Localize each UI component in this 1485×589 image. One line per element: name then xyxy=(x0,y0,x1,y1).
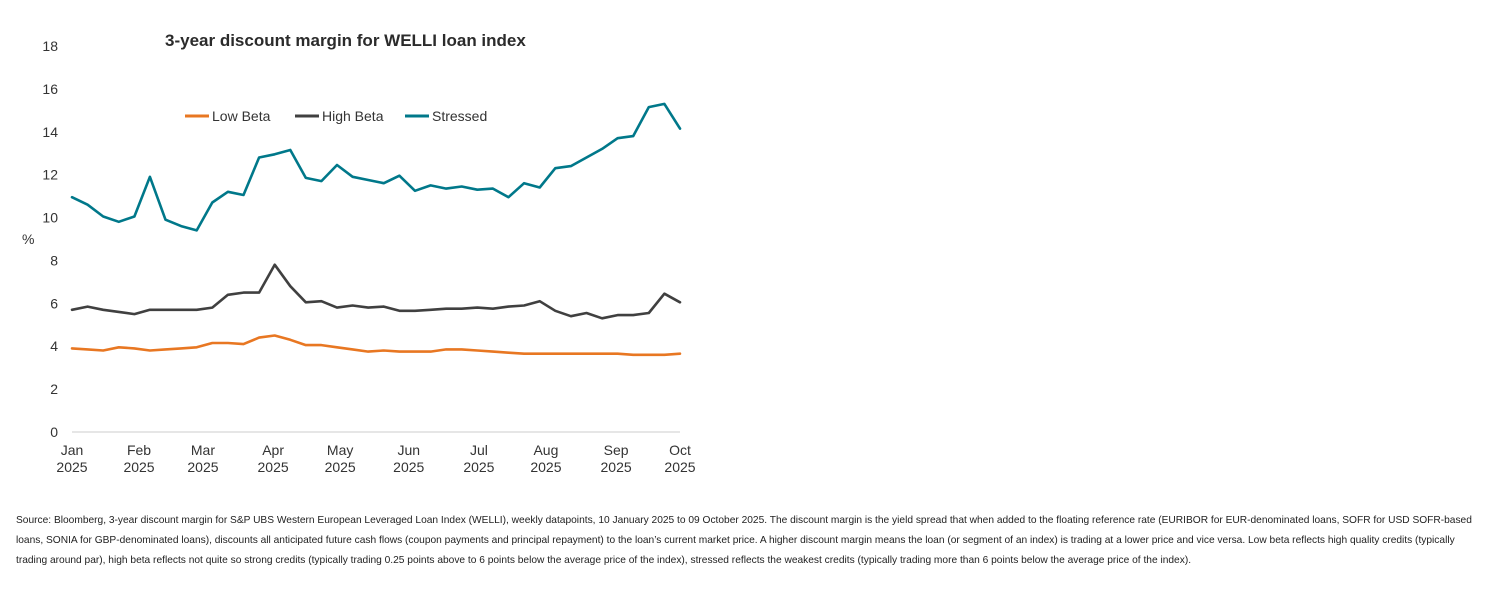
x-tick-year: 2025 xyxy=(56,459,87,475)
y-tick-label: 14 xyxy=(42,124,58,140)
x-tick-month: May xyxy=(327,442,353,458)
series-line-high-beta xyxy=(70,263,682,320)
y-tick-label: 12 xyxy=(42,167,58,183)
y-tick-label: 4 xyxy=(50,338,58,354)
y-axis-ticks: 0 2 4 6 8 10 12 14 16 18 xyxy=(42,38,58,440)
x-tick-year: 2025 xyxy=(601,459,632,475)
x-tick-year: 2025 xyxy=(325,459,356,475)
x-tick-year: 2025 xyxy=(258,459,289,475)
series-lines xyxy=(70,102,682,357)
x-tick-month: Sep xyxy=(604,442,629,458)
y-tick-label: 2 xyxy=(50,381,58,397)
y-tick-label: 8 xyxy=(50,252,58,268)
y-tick-label: 0 xyxy=(50,424,58,440)
source-note: Source: Bloomberg, 3-year discount margi… xyxy=(16,515,1472,566)
x-tick-month: Aug xyxy=(533,442,558,458)
legend-label: Low Beta xyxy=(212,108,271,124)
legend: Low Beta High Beta Stressed xyxy=(185,108,487,124)
series-line-stressed xyxy=(70,102,682,232)
x-tick-month: Jan xyxy=(61,442,84,458)
y-tick-label: 18 xyxy=(42,38,58,54)
x-tick-year: 2025 xyxy=(664,459,695,475)
x-tick-month: Oct xyxy=(669,442,691,458)
series-line-low-beta xyxy=(70,334,682,357)
x-tick-month: Feb xyxy=(127,442,151,458)
legend-label: High Beta xyxy=(322,108,384,124)
y-tick-label: 6 xyxy=(50,295,58,311)
x-tick-month: Apr xyxy=(262,442,284,458)
x-tick-year: 2025 xyxy=(393,459,424,475)
chart-title: 3-year discount margin for WELLI loan in… xyxy=(165,31,526,50)
x-tick-month: Jun xyxy=(397,442,420,458)
x-tick-year: 2025 xyxy=(463,459,494,475)
x-tick-year: 2025 xyxy=(530,459,561,475)
x-tick-month: Mar xyxy=(191,442,215,458)
line-chart: 3-year discount margin for WELLI loan in… xyxy=(22,31,696,475)
x-axis-ticks: Jan2025Feb2025Mar2025Apr2025May2025Jun20… xyxy=(56,442,695,475)
x-tick-year: 2025 xyxy=(187,459,218,475)
x-tick-year: 2025 xyxy=(123,459,154,475)
y-tick-label: 10 xyxy=(42,210,58,226)
x-tick-month: Jul xyxy=(470,442,488,458)
y-tick-label: 16 xyxy=(42,81,58,97)
legend-label: Stressed xyxy=(432,108,487,124)
y-axis-label: % xyxy=(22,231,34,247)
